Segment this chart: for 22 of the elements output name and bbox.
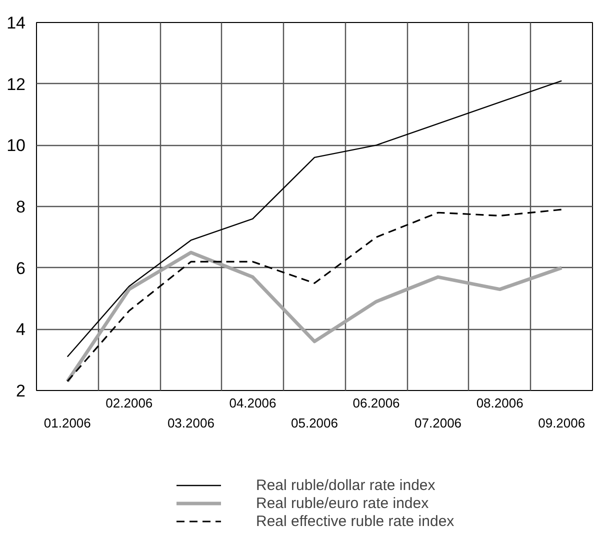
x-tick-label: 03.2006: [167, 416, 214, 430]
y-tick-label: 14: [6, 14, 26, 32]
x-tick-label: 09.2006: [538, 416, 586, 430]
y-tick-label: 12: [6, 74, 26, 94]
y-tick-label: 2: [16, 382, 26, 400]
x-tick-label: 07.2006: [414, 416, 462, 430]
x-tick-label: 08.2006: [476, 396, 524, 410]
line-series: [66, 208, 562, 382]
legend-label: Real ruble/euro rate index: [256, 494, 429, 512]
x-tick-label: 01.2006: [44, 416, 91, 430]
line-series: [66, 80, 562, 358]
y-tick-label: 6: [16, 258, 26, 278]
y-tick-label: 8: [16, 198, 26, 216]
x-tick-label: 06.2006: [352, 396, 400, 410]
x-tick-label: 04.2006: [229, 396, 276, 410]
y-tick-label: 4: [16, 320, 26, 340]
x-tick-label: 02.2006: [106, 396, 153, 410]
line-series: [66, 250, 564, 384]
legend-label: Real effective ruble rate index: [256, 512, 454, 530]
y-tick-label: 10: [6, 136, 26, 156]
legend-label: Real ruble/dollar rate index: [256, 476, 436, 494]
x-tick-label: 05.2006: [291, 416, 338, 430]
